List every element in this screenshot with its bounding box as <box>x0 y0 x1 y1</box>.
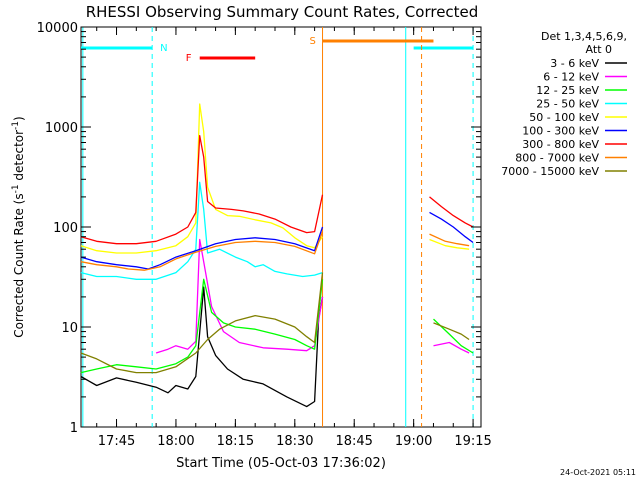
series-line-4-0 <box>80 103 324 254</box>
legend-label-0: 3 - 6 keV <box>550 57 599 70</box>
series-line-6-0 <box>80 134 324 245</box>
legend-label-1: 6 - 12 keV <box>543 71 599 84</box>
y-axis-label: Corrected Count Rate (s-1 detector-1) <box>11 116 26 337</box>
series-line-5-0 <box>80 226 324 270</box>
axes: 17:45 18:00 18:15 18:30 18:45 19:00 19:15 1 10 10… <box>37 21 492 449</box>
series-line-3-0 <box>80 181 323 280</box>
y-tick-label-1: 10 <box>61 321 78 336</box>
x-axis-label: Start Time (05-Oct-03 17:36:02) <box>176 456 386 471</box>
y-tick-label-2: 100 <box>53 221 78 236</box>
legend-label-6: 300 - 800 keV <box>522 138 599 151</box>
series-line-5-1 <box>429 211 474 244</box>
series-line-2-0 <box>80 278 324 374</box>
legend-label-3: 25 - 50 keV <box>536 98 599 111</box>
series-line-4-1 <box>429 238 470 250</box>
series-line-8-1 <box>433 322 470 341</box>
series-line-8-0 <box>80 272 324 374</box>
x-tick-label-1: 18:00 <box>157 434 194 449</box>
legend-header-1: Det 1,3,4,5,6,9, <box>541 30 627 43</box>
series-line-7-1 <box>429 233 470 247</box>
series-lines <box>80 103 474 408</box>
legend-label-4: 50 - 100 keV <box>529 111 599 124</box>
legend-header-2: Att 0 <box>586 43 612 56</box>
flare-label: F <box>186 53 192 64</box>
x-tick-label-4: 18:45 <box>335 434 372 449</box>
svg-text:Corrected Count Rate (s-1 dete: Corrected Count Rate (s-1 detector-1) <box>11 116 26 337</box>
y-tick-label-4: 10000 <box>37 21 78 36</box>
x-tick-label-6: 19:15 <box>454 434 491 449</box>
x-tick-label-5: 19:00 <box>395 434 432 449</box>
legend-label-5: 100 - 300 keV <box>522 125 599 138</box>
x-tick-label-2: 18:15 <box>217 434 254 449</box>
series-line-1-1 <box>433 341 470 354</box>
series-line-6-1 <box>429 196 474 228</box>
legend-label-8: 7000 - 15000 keV <box>501 165 599 178</box>
series-line-0-0 <box>80 286 324 408</box>
y-tick-label-3: 1000 <box>45 121 78 136</box>
footer-date: 24-Oct-2021 05:11 <box>560 468 636 477</box>
saa-label: S <box>310 36 316 47</box>
legend-label-7: 800 - 7000 keV <box>515 152 599 165</box>
x-tick-label-3: 18:30 <box>276 434 313 449</box>
series-line-1-0 <box>155 238 324 354</box>
chart-title: RHESSI Observing Summary Count Rates, Co… <box>86 3 479 21</box>
x-tick-label-0: 17:45 <box>98 434 135 449</box>
night-label: N <box>160 43 167 54</box>
series-line-7-0 <box>80 231 324 271</box>
y-tick-label-0: 1 <box>70 421 78 436</box>
legend-label-2: 12 - 25 keV <box>536 84 599 97</box>
